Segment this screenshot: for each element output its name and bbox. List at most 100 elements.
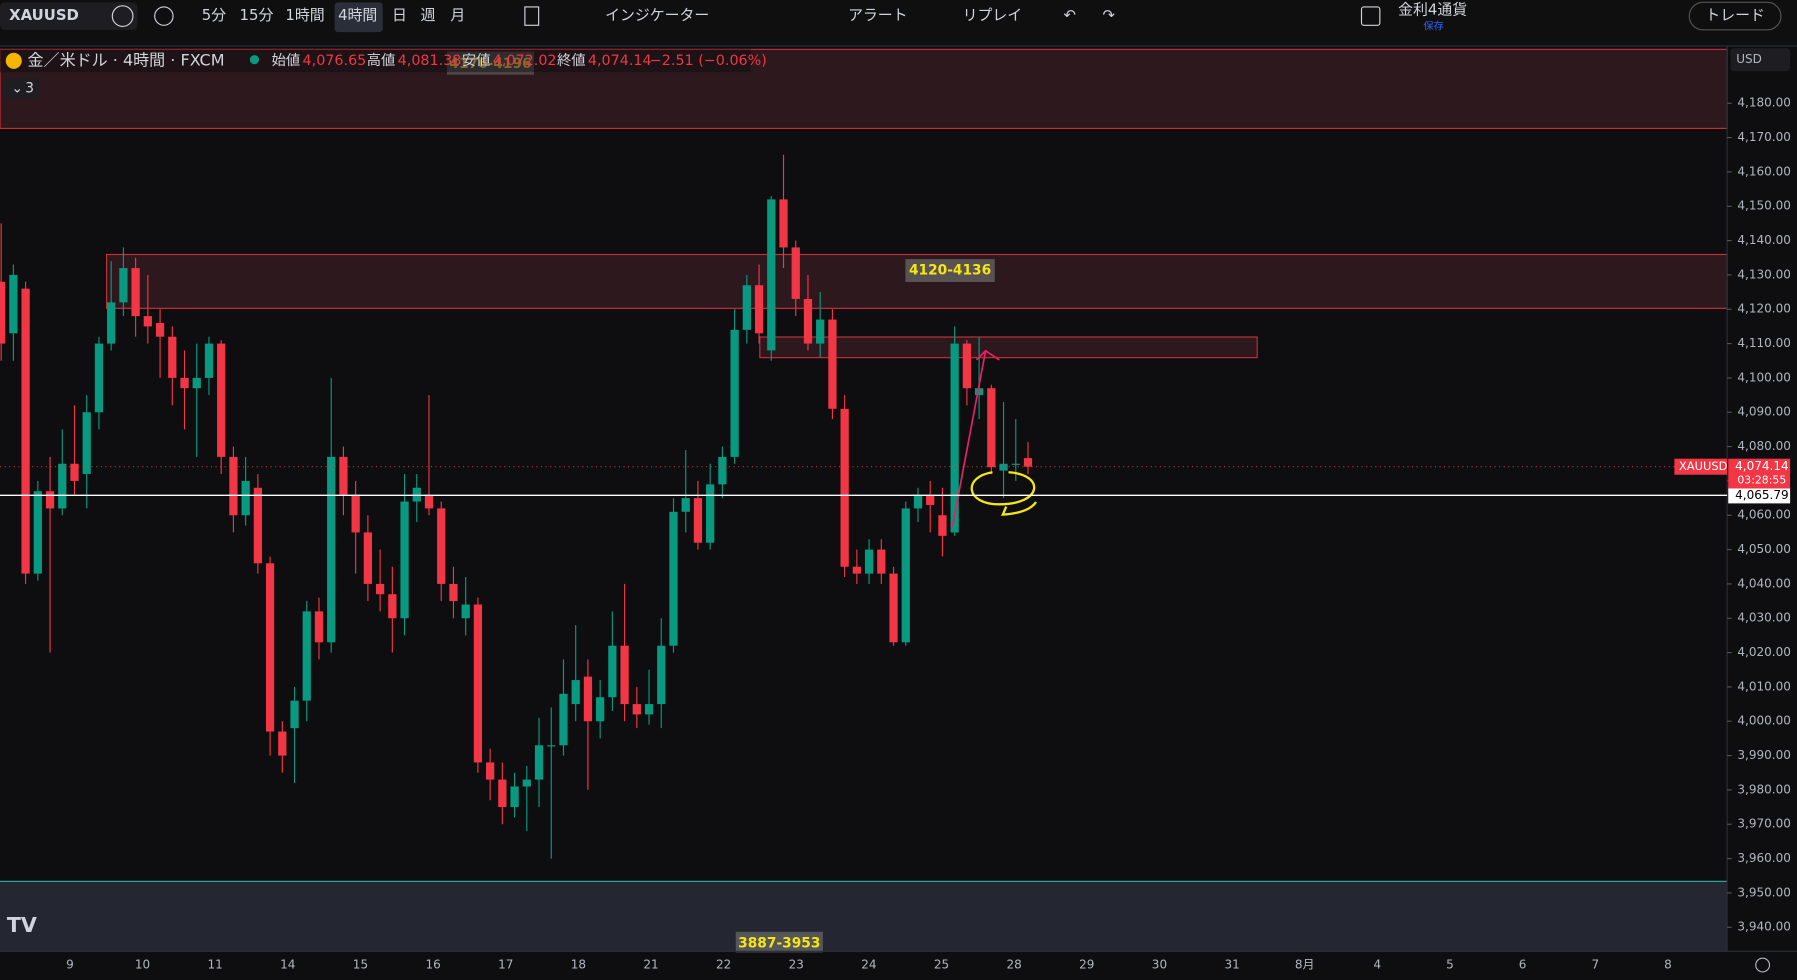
layout-icon[interactable]	[1360, 6, 1381, 26]
add-icon[interactable]	[154, 6, 174, 26]
candle-body	[608, 645, 617, 698]
collapse-arrow[interactable]: ⌄	[11, 80, 23, 96]
ohlc-label: 終値	[557, 52, 586, 69]
candle-body	[278, 731, 287, 756]
y-tick-label: 3,980.00	[1737, 782, 1791, 796]
interval[interactable]: 1時間	[285, 6, 324, 24]
x-tick-label: 4	[1374, 958, 1382, 972]
collapsed-count[interactable]: 3	[25, 80, 34, 96]
candle-body	[803, 298, 813, 344]
candle-body	[241, 480, 250, 516]
y-tick-label: 4,090.00	[1737, 405, 1791, 419]
ohlc-value: 4,076.65	[303, 53, 367, 69]
watchlist-status: 保存	[1423, 19, 1444, 32]
candle-body	[119, 268, 128, 303]
candle-body	[412, 487, 421, 502]
y-tick-label: 3,950.00	[1737, 885, 1791, 899]
x-tick-label: 18	[571, 958, 586, 972]
favorite-icon[interactable]	[111, 5, 134, 27]
market-status	[249, 55, 260, 65]
candle-body	[94, 343, 104, 413]
candle-body	[596, 697, 605, 722]
candle-body	[82, 412, 91, 475]
candle-body	[877, 549, 886, 574]
zone-top	[0, 48, 1728, 129]
interval[interactable]: 月	[450, 6, 465, 24]
y-tick-label: 3,960.00	[1737, 851, 1791, 865]
candle-body	[571, 680, 580, 705]
candle-body	[657, 645, 666, 705]
interval[interactable]: 5分	[202, 6, 226, 24]
candle-body	[192, 377, 201, 389]
candle-body	[253, 487, 262, 564]
candle-body	[339, 456, 348, 495]
x-tick-label: 5	[1446, 958, 1454, 972]
x-tick-label: 17	[498, 958, 513, 972]
symbol-box[interactable]	[0, 2, 138, 30]
ohlc-label: 高値	[367, 52, 396, 69]
candle-body	[767, 199, 776, 351]
interval[interactable]: 15分	[240, 6, 274, 24]
candle-body	[840, 408, 849, 567]
y-tick-label: 4,120.00	[1737, 302, 1791, 316]
trade[interactable]: トレード	[1705, 6, 1764, 24]
candle-body	[522, 779, 531, 787]
candle-body	[962, 343, 972, 389]
candle-body	[449, 583, 458, 602]
x-tick-label: 30	[1152, 958, 1167, 972]
candle-body	[461, 604, 470, 619]
candle-body	[363, 532, 373, 584]
redo[interactable]: ↷	[1102, 6, 1115, 24]
candle-body	[498, 779, 507, 808]
candle-body	[669, 511, 678, 646]
interval[interactable]: 4時間	[338, 6, 377, 24]
candle-body	[950, 343, 959, 533]
legend-bg	[0, 49, 751, 73]
candle-body	[9, 274, 18, 334]
y-tick-label: 4,060.00	[1737, 508, 1791, 522]
watchlist[interactable]: 金利4通貨	[1398, 0, 1467, 18]
ohlc-label: 安値	[462, 52, 491, 69]
chart-type-icon[interactable]	[524, 6, 540, 26]
candle-body	[70, 463, 79, 481]
last-price-box	[1728, 458, 1791, 489]
candle-body	[644, 704, 654, 715]
x-tick-label: 9	[66, 958, 74, 972]
legend-title: 金／米ドル · 4時間 · FXCM	[28, 50, 225, 69]
y-tick-label: 4,110.00	[1737, 336, 1791, 350]
y-tick-label: 4,000.00	[1737, 714, 1791, 728]
alert[interactable]: アラート	[848, 6, 908, 24]
arrow-annotation	[951, 349, 1000, 528]
candle-body	[155, 322, 165, 337]
settings-icon[interactable]	[1755, 957, 1771, 973]
undo[interactable]: ↶	[1064, 6, 1076, 24]
y-tick-label: 4,130.00	[1737, 267, 1791, 281]
interval-active	[334, 2, 383, 33]
ohlc-value: 4,074.14	[588, 53, 652, 69]
x-tick-label: 15	[353, 958, 368, 972]
candle-body	[473, 604, 483, 763]
replay[interactable]: リプレイ	[963, 6, 1023, 24]
candle-body	[180, 377, 189, 389]
candle-body	[583, 676, 593, 722]
candle-body	[889, 573, 898, 643]
interval[interactable]: 日	[392, 6, 407, 24]
interval[interactable]: 週	[421, 6, 436, 24]
ohlc-change: −2.51 (−0.06%)	[650, 53, 767, 69]
candle-body	[400, 501, 409, 619]
symbol[interactable]: XAUUSD	[9, 6, 79, 24]
trade-button[interactable]	[1688, 1, 1782, 31]
y-tick-label: 4,030.00	[1737, 611, 1791, 625]
zone-label-box	[735, 931, 823, 953]
currency[interactable]: USD	[1736, 52, 1762, 66]
indicators[interactable]: インジケーター	[605, 6, 709, 24]
candle-body	[351, 494, 360, 533]
ohlc-value: 4,081.38	[398, 53, 462, 69]
x-tick-label: 8	[1664, 958, 1672, 972]
symbol-icon	[5, 52, 22, 69]
currency-box[interactable]	[1730, 48, 1791, 72]
y-tick-label: 3,940.00	[1737, 920, 1791, 934]
candle-body	[21, 288, 30, 574]
collapse-box[interactable]	[4, 77, 39, 99]
